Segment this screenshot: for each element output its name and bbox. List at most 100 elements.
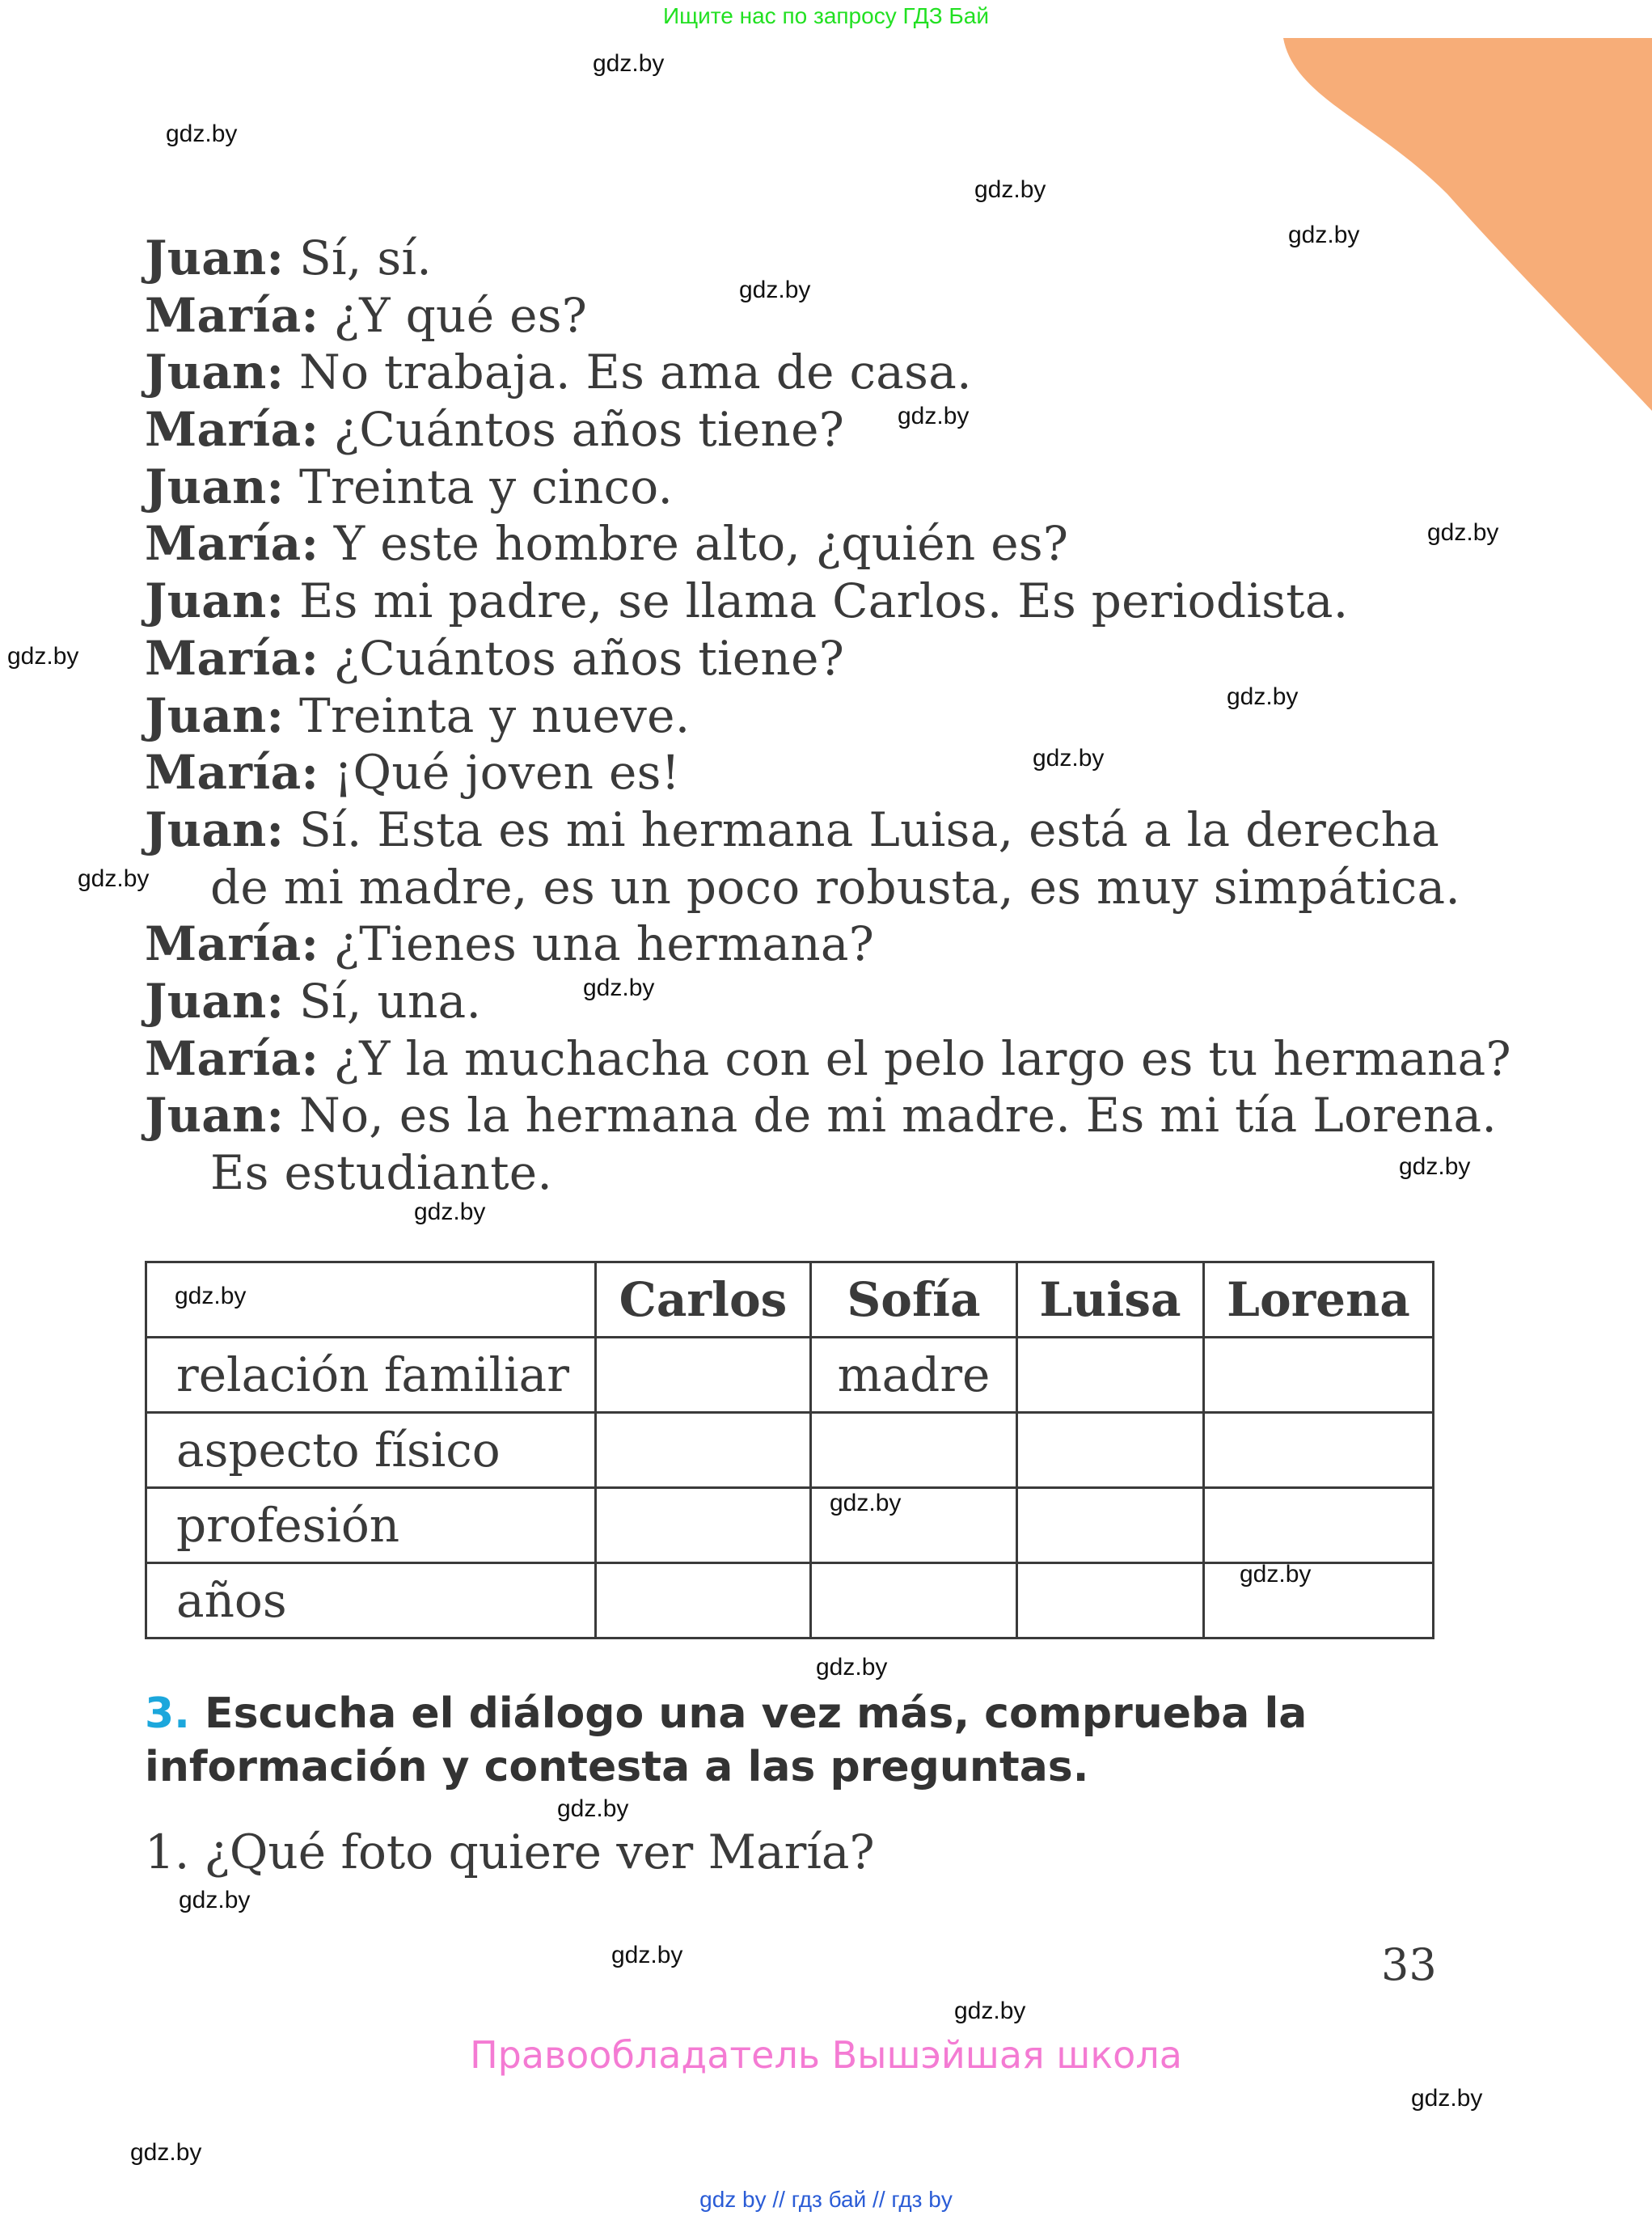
dialog-line: Juan: Sí, sí. [145,230,1511,287]
dialog-line: Juan: Sí. Esta es mi hermana Luisa, está… [145,801,1511,859]
table-cell [1202,1411,1434,1489]
speaker-name: Juan: [145,801,285,857]
speaker-name: María: [145,1030,319,1086]
watermark: gdz.by [1033,745,1105,772]
watermark: gdz.by [1411,2085,1483,2112]
dialog-line: María: ¿Cuántos años tiene? [145,401,1511,459]
dialog-utterance: No, es la hermana de mi madre. Es mi tía… [284,1088,1498,1144]
row-label: profesión [145,1486,597,1564]
dialog-utterance: ¡Qué joven es! [319,745,681,801]
speaker-name: Juan: [145,459,285,514]
table-header-row: Carlos Sofía Luisa Lorena [145,1261,1434,1338]
dialog-line: Juan: Sí, una. [145,973,1511,1030]
dialog-line: Juan: Treinta y cinco. [145,459,1511,516]
watermark: gdz.by [1288,222,1360,248]
column-header: Sofía [809,1261,1018,1338]
table-cell [1016,1562,1205,1639]
watermark: gdz.by [593,50,665,77]
row-label: relación familiar [145,1336,597,1414]
table-cell [1202,1336,1434,1414]
watermark: gdz.by [166,121,238,147]
dialog-utterance: Y este hombre alto, ¿quién es? [319,516,1069,572]
dialog-line: Juan: No, es la hermana de mi madre. Es … [145,1087,1511,1144]
speaker-name: Juan: [145,687,285,743]
watermark: gdz.by [1240,1561,1312,1588]
table-cell [594,1411,812,1489]
dialog-utterance: de mi madre, es un poco robusta, es muy … [210,859,1461,915]
watermark: gdz.by [974,176,1046,203]
watermark: gdz.by [898,403,970,429]
dialog-utterance: Sí, una. [284,973,482,1029]
dialog-line: María: Y este hombre alto, ¿quién es? [145,515,1511,573]
task-number: 3. [145,1689,190,1738]
speaker-name: María: [145,516,319,572]
table-cell [594,1486,812,1564]
table-cell: madre [809,1336,1018,1414]
row-label: aspecto físico [145,1411,597,1489]
dialog-line: María: ¿Y la muchacha con el pelo largo … [145,1030,1511,1088]
speaker-name: María: [145,402,319,458]
page-number: 33 [1381,1939,1437,1990]
column-header: Luisa [1016,1261,1205,1338]
speaker-name: Juan: [145,973,285,1029]
speaker-name: María: [145,630,319,686]
dialog-utterance: Sí. Esta es mi hermana Luisa, está a la … [284,801,1440,857]
table-cell [1202,1486,1434,1564]
watermark: gdz.by [557,1795,629,1822]
row-label: años [145,1562,597,1639]
table-cell [1016,1411,1205,1489]
dialog-line: Juan: Treinta y nueve. [145,687,1511,745]
table-cell [1202,1562,1434,1639]
column-header [145,1261,597,1338]
dialog-line: María: ¿Cuántos años tiene? [145,630,1511,687]
dialog-utterance: ¿Tienes una hermana? [319,916,875,972]
speaker-name: Juan: [145,345,285,400]
column-header: Lorena [1202,1261,1434,1338]
watermark: gdz.by [7,643,79,670]
watermark: gdz.by [179,1887,251,1913]
dialog-utterance: Treinta y nueve. [284,687,691,743]
watermark: gdz.by [611,1942,683,1968]
watermark: gdz.by [954,1998,1026,2024]
dialog-utterance: No trabaja. Es ama de casa. [284,345,972,400]
dialog-line: María: ¿Tienes una hermana? [145,915,1511,973]
speaker-name: Juan: [145,573,285,629]
footer-links[interactable]: gdz by // гдз бай // гдз by [699,2187,953,2212]
task-text: Escucha el diálogo una vez más, comprueb… [145,1689,1308,1791]
watermark: gdz.by [1399,1153,1471,1180]
dialog-utterance: Sí, sí. [284,230,433,285]
watermark: gdz.by [816,1654,888,1681]
table-row: profesión [145,1486,1434,1564]
info-table: Carlos Sofía Luisa Lorena relación familiar… [145,1261,1434,1639]
dialog-utterance: ¿Y qué es? [319,287,588,343]
search-banner[interactable]: Ищите нас по запросу ГДЗ Бай [662,3,990,28]
watermark: gdz.by [78,865,150,892]
table-cell [809,1562,1018,1639]
table-row: años [145,1562,1434,1639]
speaker-name: Juan: [145,1088,285,1144]
table-cell [594,1562,812,1639]
speaker-name: María: [145,745,319,801]
task-instruction: 3. Escucha el diálogo una vez más, compr… [145,1687,1439,1794]
dialog-line: Juan: Es mi padre, se llama Carlos. Es p… [145,573,1511,630]
table-cell [1016,1486,1205,1564]
copyright-notice: Правообладатель Вышэйшая школа [470,2033,1182,2077]
dialog-utterance: ¿Cuántos años tiene? [319,402,845,458]
dialog-text: Juan: Sí, sí. María: ¿Y qué es? Juan: No t… [145,230,1511,1202]
decorative-orange-shape [1283,38,1652,411]
watermark: gdz.by [175,1283,247,1309]
dialog-utterance: ¿Y la muchacha con el pelo largo es tu h… [319,1030,1511,1086]
column-header: Carlos [594,1261,812,1338]
dialog-utterance: Treinta y cinco. [284,459,674,514]
watermark: gdz.by [130,2139,202,2166]
dialog-line: María: ¿Y qué es? [145,287,1511,345]
watermark: gdz.by [1427,519,1499,546]
watermark: gdz.by [583,975,655,1001]
watermark: gdz.by [414,1199,486,1225]
dialog-line: María: ¡Qué joven es! [145,744,1511,801]
table-cell [594,1336,812,1414]
table-row: relación familiar madre [145,1336,1434,1414]
dialog-utterance: ¿Cuántos años tiene? [319,630,845,686]
question-1: 1. ¿Qué foto quiere ver María? [145,1824,875,1879]
dialog-utterance: Es estudiante. [210,1145,553,1200]
